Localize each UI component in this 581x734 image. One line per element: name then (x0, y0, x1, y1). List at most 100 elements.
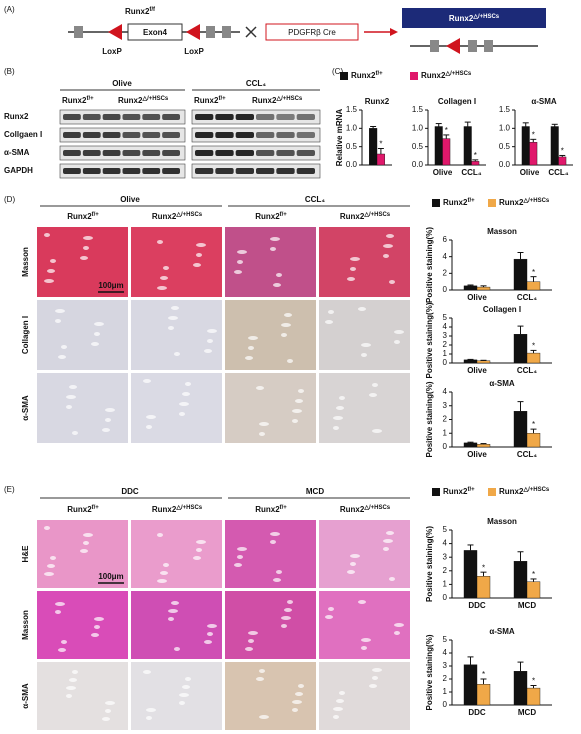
legend-swatch (488, 488, 496, 496)
micrograph (225, 591, 316, 659)
bar (513, 334, 528, 364)
panel-label: (C) (332, 67, 343, 76)
tissue-feature (394, 623, 404, 627)
loxp-site (186, 24, 200, 40)
label-sup: △/+HSCs (522, 197, 549, 204)
construct-diagram (68, 8, 546, 54)
blot-band (63, 132, 81, 138)
label: Runx2△/+HSCs (340, 211, 391, 222)
micrograph (37, 300, 128, 370)
bar (526, 352, 541, 364)
bar (442, 138, 451, 166)
significance: * (532, 268, 535, 277)
y-tick-label: 5 (443, 635, 448, 644)
blot-band (82, 168, 101, 174)
significance: * (445, 126, 448, 135)
bar (476, 444, 491, 448)
bar (369, 128, 378, 166)
tissue-feature (281, 333, 287, 337)
blot-band (102, 114, 121, 120)
tissue-feature (182, 685, 190, 689)
tissue-feature (276, 273, 282, 277)
micrograph (319, 227, 410, 297)
micrograph (319, 300, 410, 370)
tissue-feature (69, 385, 77, 389)
legend-swatch (488, 199, 496, 207)
label-text: Runx2 (125, 7, 150, 16)
y-axis-label: Positive staining(%) (425, 381, 434, 457)
exon-label: Exon4 (143, 28, 168, 37)
tissue-feature (292, 700, 302, 704)
label-text: Runx2 (443, 487, 468, 496)
label: Runx2f/+ (255, 505, 287, 515)
panel-label: (B) (4, 67, 15, 76)
tissue-feature (270, 237, 280, 241)
bar (476, 576, 491, 599)
tissue-feature (295, 692, 303, 696)
blot-band (215, 132, 234, 138)
bar (521, 126, 530, 166)
x-tick-label: Olive (520, 168, 540, 177)
label-sup: f/+ (280, 505, 288, 511)
y-tick-label: 1 (443, 580, 448, 589)
row-label: H&E (21, 545, 30, 563)
micrograph (37, 520, 128, 588)
tissue-feature (55, 319, 61, 323)
tissue-feature (157, 286, 167, 290)
tissue-feature (298, 389, 304, 393)
tissue-feature (386, 234, 394, 238)
tissue-feature (350, 267, 356, 271)
bar (558, 156, 567, 166)
y-tick-label: 0.5 (412, 142, 424, 151)
tissue-feature (171, 601, 179, 605)
tissue-feature (347, 570, 355, 574)
bar (526, 687, 541, 706)
tissue-feature (292, 708, 298, 712)
x-tick-label: DDC (468, 708, 486, 717)
tissue-feature (83, 533, 93, 537)
y-tick-label: 5 (443, 525, 448, 534)
blot-band (296, 168, 315, 174)
tissue-feature (256, 386, 264, 390)
label: Runx2f/+ (443, 198, 475, 208)
x-tick-label: CCL₄ (517, 293, 537, 302)
label: Runx2f/+ (62, 96, 94, 106)
micrograph (225, 662, 316, 730)
chart-title: Collagen I (438, 97, 476, 106)
tissue-feature (361, 646, 367, 650)
micrograph (37, 373, 128, 443)
chart-title: Masson (487, 227, 517, 236)
tissue-feature (245, 356, 253, 360)
y-tick-label: 1 (443, 428, 448, 437)
y-tick-label: 1.5 (412, 105, 424, 114)
y-tick-label: 3 (443, 401, 448, 410)
tissue-feature (146, 425, 152, 429)
tissue-feature (270, 247, 276, 251)
label-text: Runx2 (421, 71, 446, 80)
label-text: Runx2 (499, 198, 524, 207)
loxp-site (108, 24, 122, 40)
exon-block (484, 40, 493, 52)
label-text: Runx2 (118, 96, 143, 105)
micrograph (319, 662, 410, 730)
tissue-feature (237, 260, 243, 264)
blot-band (235, 114, 254, 120)
tissue-feature (276, 570, 282, 574)
tissue-feature (248, 631, 258, 635)
blot-band (276, 168, 295, 174)
x-tick-label: Olive (433, 168, 453, 177)
label: Runx2△/+HSCs (152, 211, 203, 222)
y-tick-label: 0.0 (346, 160, 358, 169)
tissue-feature (372, 676, 378, 680)
tissue-feature (333, 715, 339, 719)
tissue-feature (196, 548, 202, 552)
significance: * (474, 151, 477, 160)
exon-box (127, 23, 183, 41)
tissue-feature (47, 564, 55, 568)
micrograph (131, 520, 222, 588)
micrograph (225, 373, 316, 443)
tissue-feature (44, 526, 50, 530)
label: Runx2△/+HSCs (421, 70, 472, 81)
tissue-feature (328, 607, 334, 611)
blot-band (195, 168, 214, 174)
